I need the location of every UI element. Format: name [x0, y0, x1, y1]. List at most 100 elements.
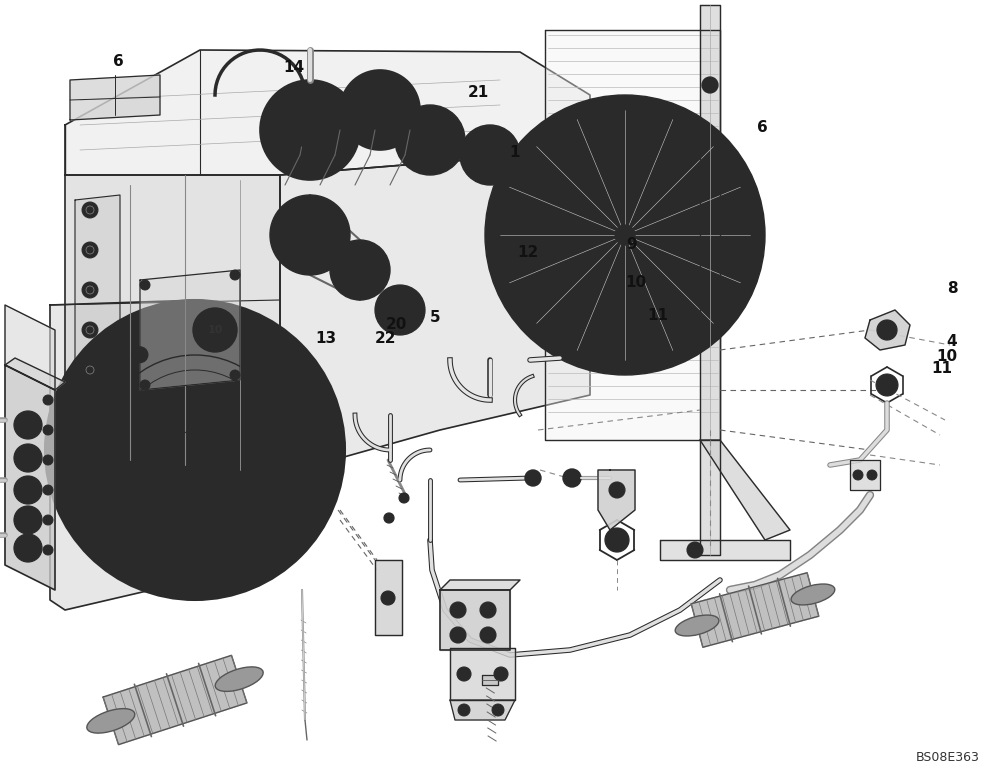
Polygon shape: [450, 700, 515, 720]
Circle shape: [450, 602, 466, 618]
Polygon shape: [450, 648, 515, 700]
Polygon shape: [5, 305, 55, 390]
Circle shape: [395, 105, 465, 175]
Circle shape: [876, 374, 898, 396]
Polygon shape: [140, 270, 240, 390]
Circle shape: [77, 442, 93, 458]
Circle shape: [480, 602, 496, 618]
Circle shape: [458, 704, 470, 716]
Polygon shape: [850, 460, 880, 490]
Polygon shape: [280, 150, 590, 475]
Circle shape: [132, 537, 148, 554]
Circle shape: [297, 442, 313, 458]
Circle shape: [270, 195, 350, 275]
Circle shape: [605, 528, 629, 552]
Polygon shape: [482, 675, 498, 685]
Polygon shape: [700, 440, 790, 540]
Text: 21: 21: [467, 85, 489, 100]
Circle shape: [450, 627, 466, 643]
Circle shape: [609, 482, 625, 498]
Circle shape: [242, 537, 258, 554]
Circle shape: [14, 534, 42, 562]
Text: BS08E363: BS08E363: [916, 751, 980, 764]
Circle shape: [14, 411, 42, 439]
Text: 11: 11: [648, 307, 668, 323]
Circle shape: [82, 202, 98, 218]
Circle shape: [330, 240, 390, 300]
Circle shape: [43, 395, 53, 405]
Polygon shape: [691, 573, 819, 648]
Polygon shape: [5, 365, 55, 590]
Circle shape: [82, 362, 98, 378]
Ellipse shape: [675, 615, 719, 636]
Polygon shape: [65, 175, 280, 475]
Text: 20: 20: [385, 317, 407, 332]
Circle shape: [375, 285, 425, 335]
Circle shape: [82, 282, 98, 298]
Polygon shape: [545, 30, 720, 440]
Circle shape: [43, 485, 53, 495]
Text: 4: 4: [947, 333, 957, 349]
Circle shape: [492, 704, 504, 716]
Circle shape: [615, 225, 635, 245]
Circle shape: [877, 320, 897, 340]
Circle shape: [399, 493, 409, 503]
Circle shape: [14, 506, 42, 534]
Text: 13: 13: [315, 331, 337, 347]
Circle shape: [381, 591, 395, 605]
Ellipse shape: [215, 667, 263, 691]
Circle shape: [82, 242, 98, 258]
Circle shape: [260, 80, 360, 180]
Text: 10: 10: [625, 274, 647, 290]
Circle shape: [853, 470, 863, 480]
Text: 8: 8: [947, 281, 957, 296]
Circle shape: [43, 545, 53, 555]
Polygon shape: [70, 75, 160, 120]
Polygon shape: [440, 580, 520, 590]
Circle shape: [292, 112, 328, 148]
Text: 10: 10: [936, 349, 958, 365]
Text: 9: 9: [627, 237, 637, 252]
Circle shape: [563, 469, 581, 487]
Text: 11: 11: [932, 361, 952, 376]
Polygon shape: [103, 655, 247, 745]
Text: 22: 22: [374, 331, 396, 347]
Circle shape: [14, 476, 42, 504]
Circle shape: [82, 322, 98, 338]
Text: 10: 10: [207, 325, 223, 335]
Circle shape: [480, 627, 496, 643]
Circle shape: [45, 300, 345, 600]
Text: 12: 12: [517, 245, 539, 260]
Circle shape: [340, 70, 420, 150]
Polygon shape: [5, 358, 65, 390]
Polygon shape: [700, 5, 720, 555]
Circle shape: [140, 380, 150, 390]
Circle shape: [150, 405, 240, 495]
Circle shape: [43, 455, 53, 465]
Circle shape: [460, 125, 520, 185]
Circle shape: [242, 347, 258, 363]
Circle shape: [14, 444, 42, 472]
Circle shape: [230, 270, 240, 280]
Polygon shape: [598, 470, 635, 530]
Circle shape: [867, 470, 877, 480]
Circle shape: [384, 513, 394, 523]
Circle shape: [485, 95, 765, 375]
Circle shape: [702, 77, 718, 93]
Ellipse shape: [87, 709, 135, 733]
Ellipse shape: [791, 584, 835, 605]
Circle shape: [525, 470, 541, 486]
Circle shape: [193, 308, 237, 352]
Text: 5: 5: [430, 310, 440, 325]
Text: 1: 1: [510, 145, 520, 161]
Circle shape: [457, 667, 471, 681]
Polygon shape: [375, 560, 402, 635]
Circle shape: [140, 280, 150, 290]
Polygon shape: [75, 195, 120, 425]
Circle shape: [494, 667, 508, 681]
Polygon shape: [660, 540, 790, 560]
Text: 14: 14: [283, 60, 305, 75]
Polygon shape: [65, 50, 590, 175]
Circle shape: [230, 370, 240, 380]
Circle shape: [132, 347, 148, 363]
